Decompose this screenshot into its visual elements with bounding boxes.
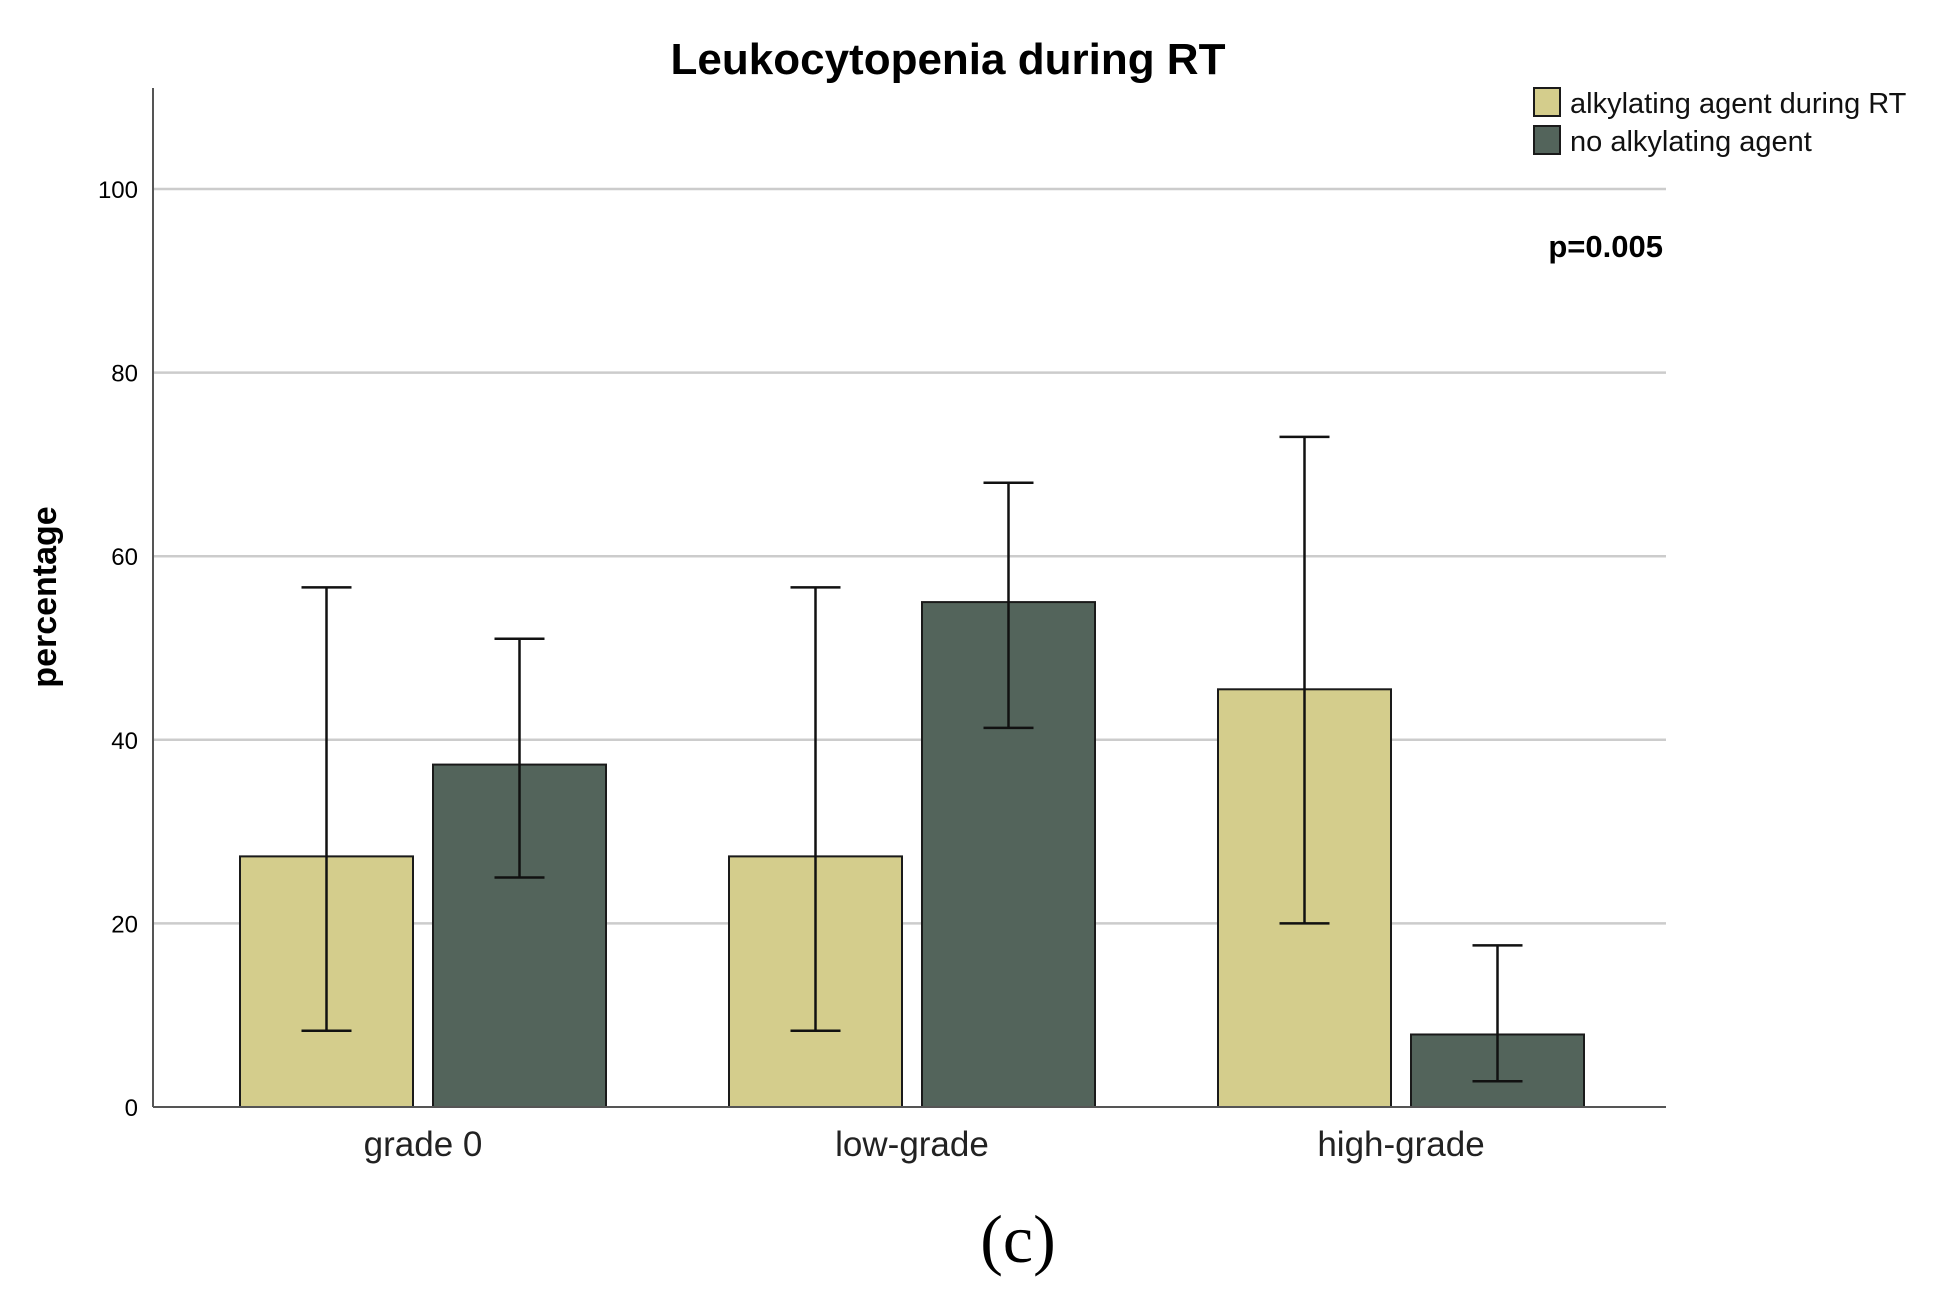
legend-label: alkylating agent during RT bbox=[1570, 88, 1907, 120]
chart-title: Leukocytopenia during RT bbox=[671, 35, 1226, 84]
bars bbox=[239, 601, 1585, 1109]
y-axis-label: percentage bbox=[26, 506, 64, 687]
error-bars bbox=[301, 435, 1523, 1083]
error-bar bbox=[790, 586, 841, 1033]
y-tick-label: 0 bbox=[125, 1095, 138, 1122]
legend-label: no alkylating agent bbox=[1570, 126, 1812, 158]
x-tick-label: high-grade bbox=[1317, 1125, 1484, 1164]
error-bar bbox=[1472, 944, 1523, 1083]
x-tick-label: grade 0 bbox=[364, 1125, 483, 1164]
legend: alkylating agent during RT no alkylating … bbox=[1533, 87, 1907, 158]
p-value-annotation: p=0.005 bbox=[1548, 229, 1663, 264]
error-bar bbox=[301, 586, 352, 1033]
panel-label: (c) bbox=[980, 1201, 1055, 1277]
y-tick-label: 60 bbox=[111, 544, 138, 571]
error-bar bbox=[1279, 435, 1330, 925]
error-bar bbox=[494, 637, 545, 879]
y-tick-label: 100 bbox=[98, 177, 138, 204]
gridlines bbox=[153, 187, 1666, 925]
legend-swatch bbox=[1533, 125, 1561, 155]
axes: 0 20 40 60 80 100 grade 0 low-grade high-grade bbox=[98, 88, 1666, 1164]
y-tick-label: 80 bbox=[111, 361, 138, 388]
y-tick-label: 20 bbox=[111, 911, 138, 938]
error-bar bbox=[983, 481, 1034, 730]
x-tick-label: low-grade bbox=[835, 1125, 989, 1164]
y-tick-label: 40 bbox=[111, 728, 138, 755]
legend-swatch bbox=[1533, 87, 1561, 117]
